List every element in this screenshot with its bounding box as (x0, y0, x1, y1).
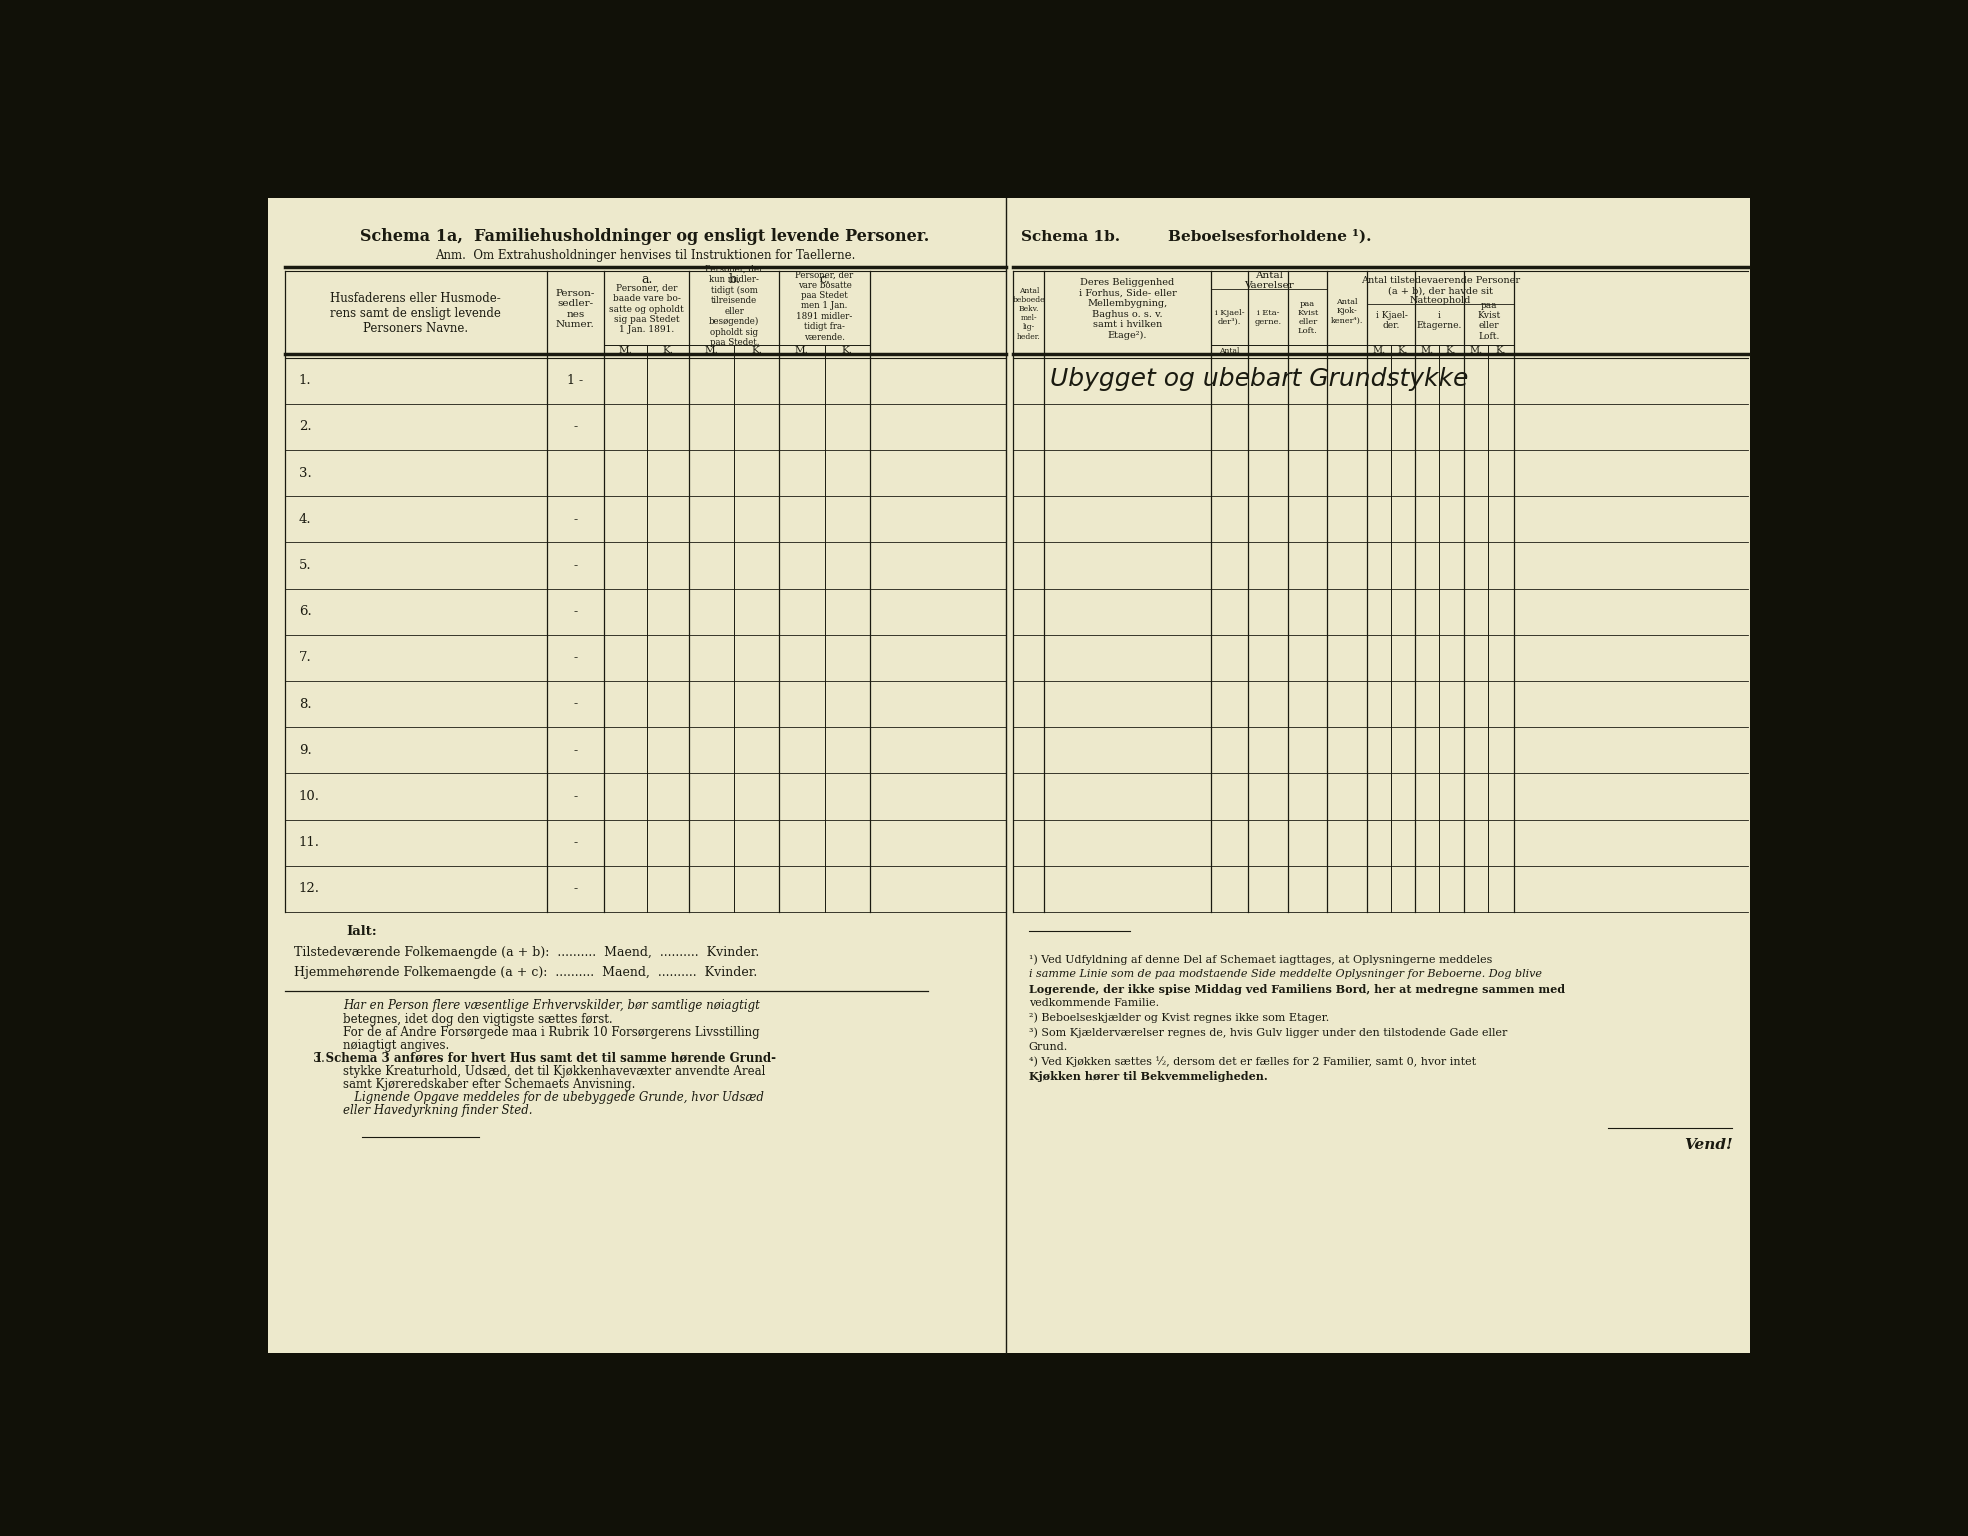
Text: Person-
sedler-
nes
Numer.: Person- sedler- nes Numer. (555, 289, 594, 329)
Text: i
Etagerne.: i Etagerne. (1417, 310, 1462, 330)
Text: Grund.: Grund. (1029, 1041, 1069, 1052)
Text: I Schema 3 anføres for hvert Hus samt det til samme hørende Grund-: I Schema 3 anføres for hvert Hus samt de… (315, 1052, 775, 1064)
Text: 2.: 2. (299, 421, 311, 433)
Text: K.: K. (1496, 346, 1506, 355)
Text: Anm.  Om Extrahusholdninger henvises til Instruktionen for Taellerne.: Anm. Om Extrahusholdninger henvises til … (435, 249, 856, 263)
Text: -: - (573, 651, 577, 665)
Text: -: - (573, 513, 577, 525)
Text: Ialt:: Ialt: (346, 925, 378, 937)
Text: a.: a. (642, 272, 651, 286)
Text: 3.: 3. (313, 1052, 325, 1064)
Text: Deres Beliggenhed
i Forhus, Side- eller
Mellembygning,
Baghus o. s. v.
samt i hv: Deres Beliggenhed i Forhus, Side- eller … (1078, 278, 1177, 339)
Text: Vend!: Vend! (1685, 1138, 1732, 1152)
Text: Ubygget og ubebart Grundstykke: Ubygget og ubebart Grundstykke (1051, 367, 1468, 392)
Text: K.: K. (1397, 346, 1409, 355)
Text: vedkommende Familie.: vedkommende Familie. (1029, 998, 1159, 1008)
Text: Schema 1b.: Schema 1b. (1021, 230, 1120, 244)
Text: M.: M. (1470, 346, 1482, 355)
Text: -: - (573, 882, 577, 895)
Text: ⁴) Ved Kjøkken sættes ½, dersom det er fælles for 2 Familier, samt 0, hvor intet: ⁴) Ved Kjøkken sættes ½, dersom det er f… (1029, 1057, 1476, 1068)
Text: 11.: 11. (299, 836, 319, 849)
Text: i Kjael-
der³).: i Kjael- der³). (1214, 309, 1244, 326)
Text: For de af Andre Forsørgede maa i Rubrik 10 Forsørgerens Livsstilling: For de af Andre Forsørgede maa i Rubrik … (342, 1026, 760, 1038)
Text: -: - (573, 421, 577, 433)
Text: M.: M. (795, 346, 809, 355)
Text: 6.: 6. (299, 605, 311, 617)
Text: -: - (573, 836, 577, 849)
Text: M.: M. (1372, 346, 1385, 355)
Text: Hjemmehørende Folkemaengde (a + c):  ..........  Maend,  ..........  Kvinder.: Hjemmehørende Folkemaengde (a + c): ....… (293, 966, 758, 978)
Text: ³) Som Kjælderværelser regnes de, hvis Gulv ligger under den tilstodende Gade el: ³) Som Kjælderværelser regnes de, hvis G… (1029, 1028, 1507, 1038)
Text: ¹) Ved Udfyldning af denne Del af Schemaet iagttages, at Oplysningerne meddeles: ¹) Ved Udfyldning af denne Del af Schema… (1029, 954, 1492, 965)
Text: paa
Kvist
eller
Loft.: paa Kvist eller Loft. (1478, 301, 1500, 341)
Text: 12.: 12. (299, 882, 319, 895)
Text: paa
Kvist
eller
Loft.: paa Kvist eller Loft. (1297, 300, 1319, 335)
Text: Logerende, der ikke spise Middag ved Familiens Bord, her at medregne sammen med: Logerende, der ikke spise Middag ved Fam… (1029, 983, 1565, 995)
Text: Husfaderens eller Husmode-
rens samt de ensligt levende
Personers Navne.: Husfaderens eller Husmode- rens samt de … (331, 292, 502, 335)
Text: Antal
Kjok-
kener⁴).: Antal Kjok- kener⁴). (1330, 298, 1364, 324)
Text: -: - (573, 743, 577, 757)
Text: nøiagtigt angives.: nøiagtigt angives. (342, 1038, 449, 1052)
Text: i samme Linie som de paa modstaende Side meddelte Oplysninger for Beboerne. Dog : i samme Linie som de paa modstaende Side… (1029, 969, 1541, 978)
Text: K.: K. (1446, 346, 1456, 355)
Text: M.: M. (705, 346, 718, 355)
Text: 5.: 5. (299, 559, 311, 571)
Text: ²) Beboelseskjælder og Kvist regnes ikke som Etager.: ²) Beboelseskjælder og Kvist regnes ikke… (1029, 1012, 1328, 1023)
Text: 1 -: 1 - (567, 375, 583, 387)
Text: Antal tilstedevaerende Personer
(a + b), der havde sit
Natteophold: Antal tilstedevaerende Personer (a + b),… (1362, 275, 1519, 306)
Text: M.: M. (618, 346, 632, 355)
Text: Personer, der
baade vare bo-
satte og opholdt
sig paa Stedet
1 Jan. 1891.: Personer, der baade vare bo- satte og op… (610, 284, 685, 335)
Text: i Kjael-
der.: i Kjael- der. (1376, 310, 1407, 330)
Text: Antal: Antal (1220, 347, 1240, 355)
Text: Antal
beboede
Bekv.
mel-
lig-
heder.: Antal beboede Bekv. mel- lig- heder. (1012, 287, 1045, 341)
Text: Personer, der
vare bosatte
paa Stedet
men 1 Jan.
1891 midler-
tidigt fra-
værend: Personer, der vare bosatte paa Stedet me… (795, 270, 854, 341)
Text: 4.: 4. (299, 513, 311, 525)
Text: 10.: 10. (299, 790, 319, 803)
Text: Har en Person flere væsentlige Erhvervskilder, bør samtlige nøiagtigt: Har en Person flere væsentlige Erhvervsk… (342, 1000, 760, 1012)
Text: Kjøkken hører til Bekvemmeligheden.: Kjøkken hører til Bekvemmeligheden. (1029, 1072, 1267, 1083)
Text: -: - (573, 605, 577, 617)
Text: b.: b. (728, 272, 740, 286)
Text: K.: K. (842, 346, 852, 355)
Text: 8.: 8. (299, 697, 311, 711)
Text: K.: K. (663, 346, 673, 355)
Text: 1.: 1. (299, 375, 311, 387)
Text: Tilstedeværende Folkemaengde (a + b):  ..........  Maend,  ..........  Kvinder.: Tilstedeværende Folkemaengde (a + b): ..… (293, 946, 760, 958)
Text: eller Havedyrkning finder Sted.: eller Havedyrkning finder Sted. (342, 1104, 533, 1117)
Text: -: - (573, 790, 577, 803)
Text: Personer, der
kun midler-
tidigt (som
tilreisende
eller
besøgende)
opholdt sig
p: Personer, der kun midler- tidigt (som ti… (705, 264, 764, 347)
Text: Schema 1a,  Familiehusholdninger og ensligt levende Personer.: Schema 1a, Familiehusholdninger og ensli… (360, 229, 929, 246)
Text: 3.: 3. (299, 467, 311, 479)
Text: -: - (573, 697, 577, 711)
Text: Beboelsesforholdene ¹).: Beboelsesforholdene ¹). (1169, 229, 1372, 244)
Text: samt Kjøreredskaber efter Schemaets Anvisning.: samt Kjøreredskaber efter Schemaets Anvi… (342, 1078, 636, 1091)
Text: Antal
Vaerelser: Antal Vaerelser (1244, 270, 1293, 290)
Text: M.: M. (1421, 346, 1435, 355)
Text: stykke Kreaturhold, Udsæd, det til Kjøkkenhavevæxter anvendte Areal: stykke Kreaturhold, Udsæd, det til Kjøkk… (342, 1064, 766, 1078)
Text: K.: K. (752, 346, 762, 355)
Text: c.: c. (819, 272, 830, 286)
Text: i Eta-
gerne.: i Eta- gerne. (1256, 309, 1281, 326)
Text: 9.: 9. (299, 743, 311, 757)
Text: 7.: 7. (299, 651, 311, 665)
Text: -: - (573, 559, 577, 571)
Text: betegnes, idet dog den vigtigste sættes først.: betegnes, idet dog den vigtigste sættes … (342, 1012, 612, 1026)
Text: Lignende Opgave meddeles for de ubebyggede Grunde, hvor Udsæd: Lignende Opgave meddeles for de ubebygge… (342, 1091, 764, 1104)
